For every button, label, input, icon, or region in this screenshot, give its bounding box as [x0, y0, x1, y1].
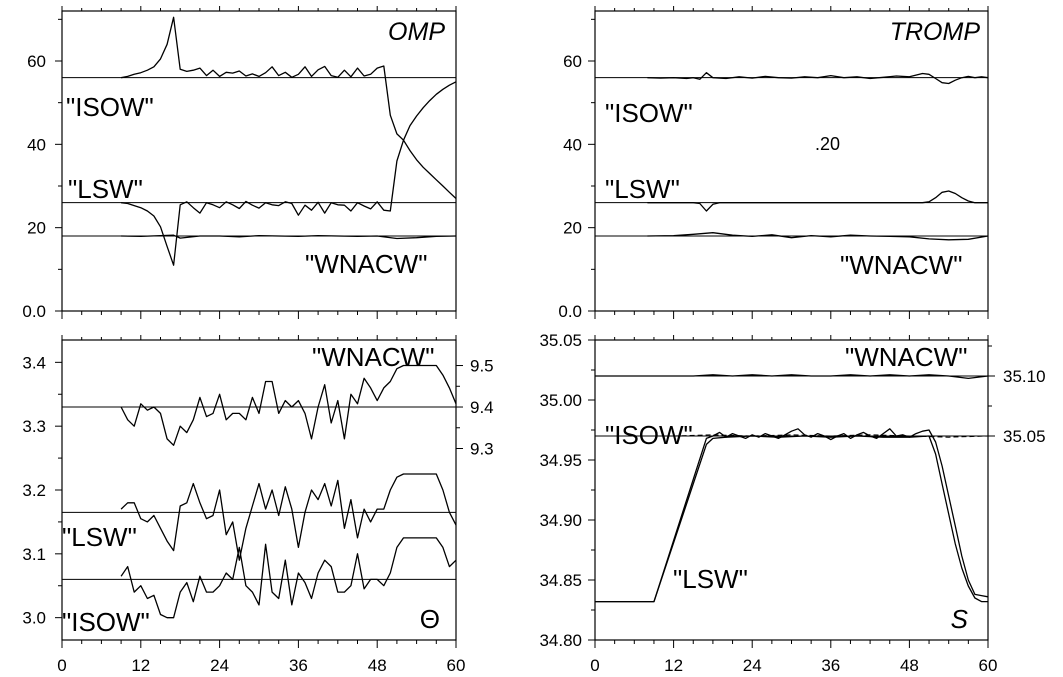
annotation: "WNACW" — [305, 249, 427, 279]
series-line-4 — [673, 434, 989, 438]
y2-tick-label: 35.10 — [1003, 367, 1046, 386]
series-line-2 — [120, 473, 457, 561]
y-tick-label: 20 — [27, 219, 46, 238]
y2-tick-label: 9.3 — [470, 440, 494, 459]
x-tick-label: 48 — [900, 656, 919, 675]
y2-tick-label: 35.05 — [1003, 427, 1046, 446]
annotation: "ISOW" — [605, 98, 693, 128]
y-tick-label: 3.4 — [22, 353, 46, 372]
panel-label: OMP — [388, 18, 445, 46]
x-tick-label: 12 — [131, 656, 150, 675]
y2-tick-label: 9.4 — [470, 398, 494, 417]
panel-label: Θ — [420, 604, 440, 634]
annotation: "WNACW" — [845, 342, 967, 372]
annotation: "LSW" — [68, 174, 143, 204]
plot-frame — [594, 339, 989, 641]
annotation: "ISOW" — [62, 607, 150, 637]
annotation: "ISOW" — [66, 92, 154, 122]
x-tick-label: 36 — [289, 656, 308, 675]
annotation: "ISOW" — [605, 420, 693, 450]
x-tick-label: 24 — [743, 656, 762, 675]
annotation: "WNACW" — [840, 250, 962, 280]
annotation: "WNACW" — [312, 342, 434, 372]
series-line-1 — [647, 72, 989, 85]
y-tick-label: 3.0 — [22, 609, 46, 628]
plot-frame — [61, 339, 457, 641]
y-tick-label: 34.80 — [539, 631, 582, 650]
x-tick-label: 60 — [447, 656, 466, 675]
y-tick-label: 60 — [563, 52, 582, 71]
panel-2 — [588, 6, 989, 319]
x-tick-label: 12 — [664, 656, 683, 675]
y-tick-label: 34.90 — [539, 511, 582, 530]
y-tick-label: 40 — [563, 135, 582, 154]
panel-4 — [588, 335, 995, 648]
y-tick-label: 20 — [563, 219, 582, 238]
series-line-1 — [120, 16, 457, 141]
series-line-3 — [121, 234, 457, 240]
series-line-2 — [595, 428, 989, 603]
y-tick-label: 0.0 — [22, 302, 46, 321]
panel-label: TROMP — [890, 18, 981, 46]
y-tick-label: 34.85 — [539, 571, 582, 590]
x-tick-label: 60 — [979, 656, 998, 675]
x-tick-label: 36 — [821, 656, 840, 675]
series-line-3 — [647, 232, 989, 241]
y-tick-label: 60 — [27, 52, 46, 71]
series-line-2 — [647, 190, 988, 212]
x-tick-label: 48 — [368, 656, 387, 675]
series-line-3 — [120, 537, 457, 619]
annotation: "LSW" — [673, 564, 748, 594]
series-line-1 — [120, 364, 457, 446]
y-tick-label: 3.1 — [22, 545, 46, 564]
annotation: "LSW" — [62, 522, 137, 552]
series-line-3 — [595, 435, 988, 603]
panel-1 — [55, 6, 457, 319]
y-tick-label: 35.05 — [539, 331, 582, 350]
annotation: "LSW" — [605, 174, 680, 204]
y-tick-label: 3.3 — [22, 417, 46, 436]
x-tick-label: 24 — [210, 656, 229, 675]
panel-label: S — [951, 604, 969, 634]
series-line-2 — [121, 139, 457, 266]
series-line-1 — [595, 374, 989, 380]
y-tick-label: 0.0 — [558, 302, 582, 321]
x-tick-label: 0 — [57, 656, 66, 675]
annotation: .20 — [815, 134, 840, 154]
y-tick-label: 3.2 — [22, 481, 46, 500]
y-tick-label: 40 — [27, 135, 46, 154]
panel-3 — [55, 335, 463, 648]
y-tick-label: 35.00 — [539, 391, 582, 410]
y2-tick-label: 9.5 — [470, 357, 494, 376]
y-tick-label: 34.95 — [539, 451, 582, 470]
x-tick-label: 0 — [590, 656, 599, 675]
